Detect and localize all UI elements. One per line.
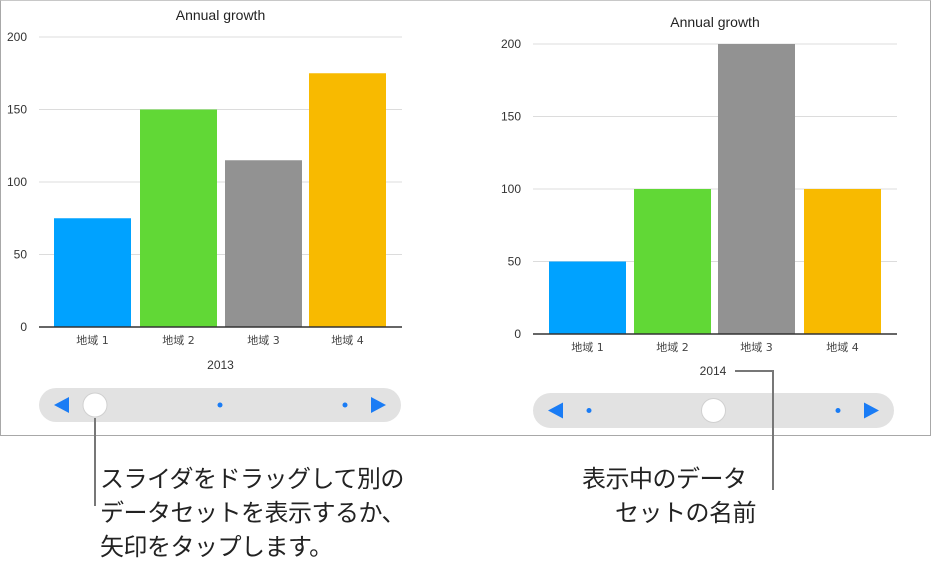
x-tick-label: 地域 4 bbox=[826, 341, 859, 354]
bar bbox=[804, 189, 881, 334]
bar bbox=[634, 189, 711, 334]
bar bbox=[225, 160, 302, 327]
slider-stop-dot[interactable] bbox=[586, 408, 592, 413]
dataset-name: 2013 bbox=[207, 358, 234, 372]
y-tick-label: 0 bbox=[514, 327, 521, 341]
x-tick-label: 地域 2 bbox=[656, 341, 689, 354]
y-tick-label: 200 bbox=[7, 30, 27, 44]
callout-line: 表示中のデータ bbox=[582, 465, 747, 493]
callout-line: データセットを表示するか、 bbox=[100, 499, 406, 527]
previous-arrow-icon[interactable] bbox=[548, 402, 563, 419]
next-arrow-icon[interactable] bbox=[864, 402, 879, 419]
slider-stop-dot[interactable] bbox=[342, 402, 348, 408]
x-tick-label: 地域 3 bbox=[740, 341, 773, 354]
bar bbox=[309, 73, 386, 327]
y-tick-label: 200 bbox=[501, 37, 521, 51]
callout-leader-line bbox=[735, 370, 774, 490]
y-tick-label: 150 bbox=[501, 110, 521, 124]
y-tick-label: 50 bbox=[14, 248, 28, 262]
x-tick-label: 地域 1 bbox=[571, 341, 604, 354]
bar bbox=[54, 218, 131, 327]
x-tick-label: 地域 1 bbox=[76, 334, 109, 347]
chart-title: Annual growth bbox=[670, 14, 760, 30]
slider-stop-dot[interactable] bbox=[835, 408, 841, 413]
dataset-name-callout: 表示中のデータ セットの名前 bbox=[582, 462, 757, 530]
x-tick-label: 地域 2 bbox=[162, 334, 195, 347]
bar bbox=[549, 261, 626, 334]
y-tick-label: 100 bbox=[501, 182, 521, 196]
chart-title: Annual growth bbox=[176, 7, 266, 23]
slider-thumb[interactable] bbox=[82, 392, 108, 418]
y-tick-label: 150 bbox=[7, 103, 27, 117]
next-arrow-icon[interactable] bbox=[371, 397, 386, 413]
y-tick-label: 0 bbox=[20, 320, 27, 334]
bar bbox=[718, 44, 795, 334]
callout-line: スライダをドラッグして別の bbox=[100, 465, 404, 493]
slider-thumb[interactable] bbox=[701, 398, 726, 423]
callout-line: 矢印をタップします。 bbox=[100, 533, 333, 561]
dataset-name: 2014 bbox=[700, 364, 727, 378]
x-tick-label: 地域 4 bbox=[331, 334, 364, 347]
slider-callout: スライダをドラッグして別の データセットを表示するか、 矢印をタップします。 bbox=[100, 462, 406, 564]
previous-arrow-icon[interactable] bbox=[54, 397, 69, 413]
slider-stop-dot[interactable] bbox=[217, 402, 223, 408]
callout-line: セットの名前 bbox=[615, 499, 757, 527]
y-tick-label: 100 bbox=[7, 175, 27, 189]
bar bbox=[140, 109, 217, 327]
x-tick-label: 地域 3 bbox=[247, 334, 280, 347]
y-tick-label: 50 bbox=[508, 255, 522, 269]
